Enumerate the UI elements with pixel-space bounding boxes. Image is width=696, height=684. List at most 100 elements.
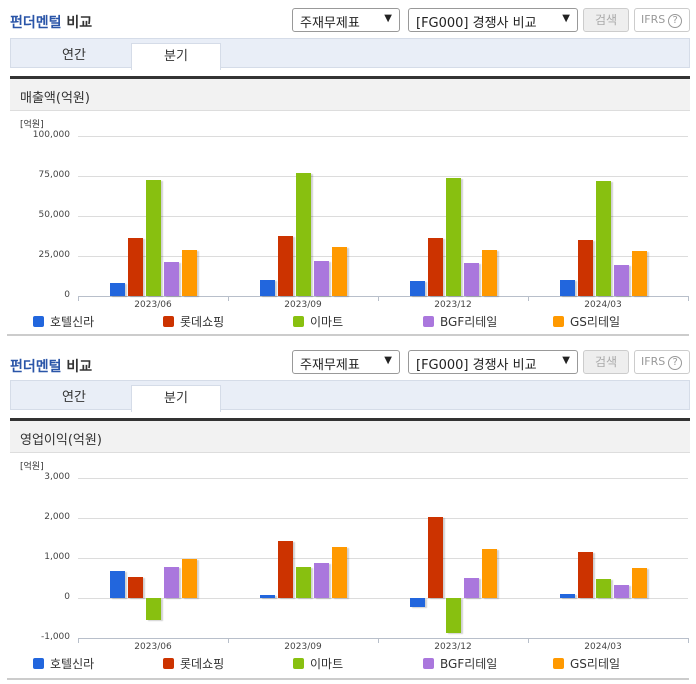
y-axis-tick-label: 1,000 [44, 552, 70, 562]
bar-1[interactable] [260, 595, 275, 598]
tab-quarterly[interactable]: 분기 [131, 43, 221, 70]
chevron-down-icon: ▼ [384, 355, 392, 366]
bar-5[interactable] [632, 568, 647, 598]
legend-item[interactable]: 이마트 [293, 313, 343, 330]
bar-4[interactable] [614, 585, 629, 598]
x-axis-category-label: 2023/09 [284, 300, 322, 310]
bar-4[interactable] [164, 566, 179, 598]
legend-label: 롯데쇼핑 [180, 315, 225, 329]
x-axis-category-label: 2023/09 [284, 642, 322, 652]
bar-1[interactable] [560, 593, 575, 598]
legend-item[interactable]: 호텔신라 [33, 313, 94, 330]
period-tabs: 연간 분기 [10, 38, 690, 70]
section-separator [7, 334, 689, 336]
legend-item[interactable]: BGF리테일 [423, 313, 497, 330]
y-axis-tick-label: -1,000 [40, 632, 70, 642]
x-axis-line [78, 638, 688, 639]
tab-annual[interactable]: 연간 [62, 48, 86, 63]
bar-5[interactable] [182, 559, 197, 598]
bar-5[interactable] [332, 247, 347, 296]
bar-3[interactable] [446, 598, 461, 634]
ifrs-button[interactable]: IFRS? [634, 8, 690, 32]
chart-legend: 호텔신라 롯데쇼핑 이마트 BGF리테일 GS리테일 [0, 655, 696, 671]
bar-4[interactable] [464, 578, 479, 598]
bar-4[interactable] [614, 264, 629, 296]
bar-3[interactable] [296, 172, 311, 296]
gridline [78, 518, 688, 519]
bar-2[interactable] [578, 240, 593, 296]
bar-2[interactable] [428, 517, 443, 598]
bar-2[interactable] [578, 552, 593, 598]
bar-4[interactable] [314, 563, 329, 598]
bar-2[interactable] [278, 236, 293, 296]
x-axis-tick [528, 638, 529, 643]
help-icon[interactable]: ? [668, 356, 683, 370]
bar-1[interactable] [410, 598, 425, 607]
help-icon[interactable]: ? [668, 14, 683, 28]
bar-3[interactable] [146, 598, 161, 621]
legend-item[interactable]: GS리테일 [553, 313, 620, 330]
legend-swatch-icon [293, 316, 304, 327]
legend-item[interactable]: 롯데쇼핑 [163, 655, 224, 672]
divider [10, 76, 690, 79]
bar-1[interactable] [410, 280, 425, 296]
legend-label: BGF리테일 [440, 657, 498, 671]
statement-select[interactable]: 주재무제표 ▼ [292, 8, 400, 32]
bar-2[interactable] [428, 238, 443, 296]
legend-label: 이마트 [310, 315, 344, 329]
bar-3[interactable] [146, 180, 161, 296]
ifrs-button[interactable]: IFRS? [634, 350, 690, 374]
peer-group-select[interactable]: [FG000] 경쟁사 비교 ▼ [408, 350, 578, 374]
legend-item[interactable]: 호텔신라 [33, 655, 94, 672]
bar-5[interactable] [632, 251, 647, 296]
legend-item[interactable]: 롯데쇼핑 [163, 313, 224, 330]
bar-1[interactable] [110, 283, 125, 296]
bar-1[interactable] [260, 280, 275, 296]
chart-title: 영업이익(억원) [10, 421, 690, 453]
tab-annual[interactable]: 연간 [62, 390, 86, 405]
legend-item[interactable]: 이마트 [293, 655, 343, 672]
legend-label: 호텔신라 [50, 657, 95, 671]
chevron-down-icon: ▼ [562, 13, 570, 24]
bar-3[interactable] [296, 567, 311, 598]
bar-2[interactable] [128, 577, 143, 598]
legend-label: 롯데쇼핑 [180, 657, 225, 671]
bar-1[interactable] [560, 280, 575, 296]
bar-5[interactable] [482, 250, 497, 296]
bar-5[interactable] [332, 547, 347, 598]
gridline [78, 176, 688, 177]
x-axis-category-label: 2024/03 [584, 642, 622, 652]
bar-5[interactable] [182, 249, 197, 296]
chevron-down-icon: ▼ [384, 13, 392, 24]
bar-3[interactable] [596, 180, 611, 296]
bar-2[interactable] [128, 238, 143, 296]
legend-swatch-icon [163, 658, 174, 669]
divider [10, 418, 690, 421]
y-axis-tick-label: 0 [64, 592, 70, 602]
bar-3[interactable] [446, 177, 461, 296]
bar-4[interactable] [464, 263, 479, 296]
x-axis-category-label: 2024/03 [584, 300, 622, 310]
peer-group-select[interactable]: [FG000] 경쟁사 비교 ▼ [408, 8, 578, 32]
chart-legend: 호텔신라 롯데쇼핑 이마트 BGF리테일 GS리테일 [0, 313, 696, 329]
section-separator [7, 678, 689, 680]
bar-4[interactable] [164, 262, 179, 296]
legend-item[interactable]: BGF리테일 [423, 655, 497, 672]
x-axis-tick [688, 296, 689, 301]
search-button[interactable]: 검색 [583, 350, 629, 374]
tab-quarterly[interactable]: 분기 [131, 385, 221, 412]
legend-label: BGF리테일 [440, 315, 498, 329]
x-axis-tick [228, 638, 229, 643]
bar-1[interactable] [110, 570, 125, 598]
search-button[interactable]: 검색 [583, 8, 629, 32]
legend-swatch-icon [33, 658, 44, 669]
y-axis-tick-label: 50,000 [38, 210, 71, 220]
legend-item[interactable]: GS리테일 [553, 655, 620, 672]
bar-3[interactable] [596, 579, 611, 598]
bar-4[interactable] [314, 260, 329, 296]
panel-header: 펀더멘털 비교 주재무제표 ▼ [FG000] 경쟁사 비교 ▼ 검색 IFRS? [0, 342, 696, 382]
statement-select[interactable]: 주재무제표 ▼ [292, 350, 400, 374]
bar-5[interactable] [482, 549, 497, 598]
bar-2[interactable] [278, 540, 293, 598]
legend-swatch-icon [553, 316, 564, 327]
